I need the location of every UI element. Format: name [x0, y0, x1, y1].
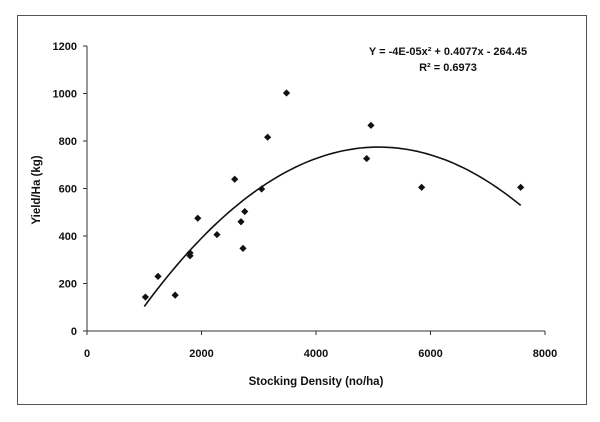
data-point [367, 121, 375, 129]
x-tick-label: 2000 [189, 348, 213, 360]
data-point [239, 244, 247, 252]
data-point [154, 272, 162, 280]
data-point [141, 293, 149, 301]
x-tick-label: 4000 [304, 348, 328, 360]
data-point [517, 183, 525, 191]
data-point [213, 230, 221, 239]
data-point [241, 207, 249, 216]
data-point [237, 218, 245, 226]
y-tick-label: 800 [59, 136, 77, 148]
y-tick-label: 200 [59, 279, 77, 291]
y-tick-label: 1000 [53, 89, 77, 101]
data-point [171, 291, 179, 299]
data-point [418, 183, 426, 191]
data-point [363, 154, 371, 163]
data-point [258, 185, 266, 193]
y-tick-label: 1200 [53, 41, 77, 53]
r-squared-label: R² = 0.6973 [419, 62, 477, 74]
y-tick-label: 600 [59, 184, 77, 196]
trendline [143, 146, 522, 307]
data-point [186, 252, 194, 260]
data-point [194, 214, 202, 222]
data-point [282, 89, 291, 97]
data-points [141, 89, 525, 301]
data-point [231, 175, 239, 183]
x-tick-label: 6000 [418, 348, 442, 360]
trendline-equation: Y = -4E-05x² + 0.4077x - 264.45 [369, 46, 527, 58]
y-axis-title: Yield/Ha (kg) [31, 155, 43, 224]
axes: 0 2000 4000 6000 8000 0 200 400 600 800 1000 1200 [53, 41, 558, 360]
x-axis-title: Stocking Density (no/ha) [249, 376, 384, 388]
y-tick-label: 400 [59, 231, 77, 243]
data-point [264, 133, 272, 141]
x-tick-label: 8000 [533, 348, 557, 360]
trendline-group [143, 146, 522, 307]
chart-border [17, 15, 587, 405]
x-tick-label: 0 [84, 348, 90, 360]
y-tick-label: 0 [71, 326, 77, 338]
